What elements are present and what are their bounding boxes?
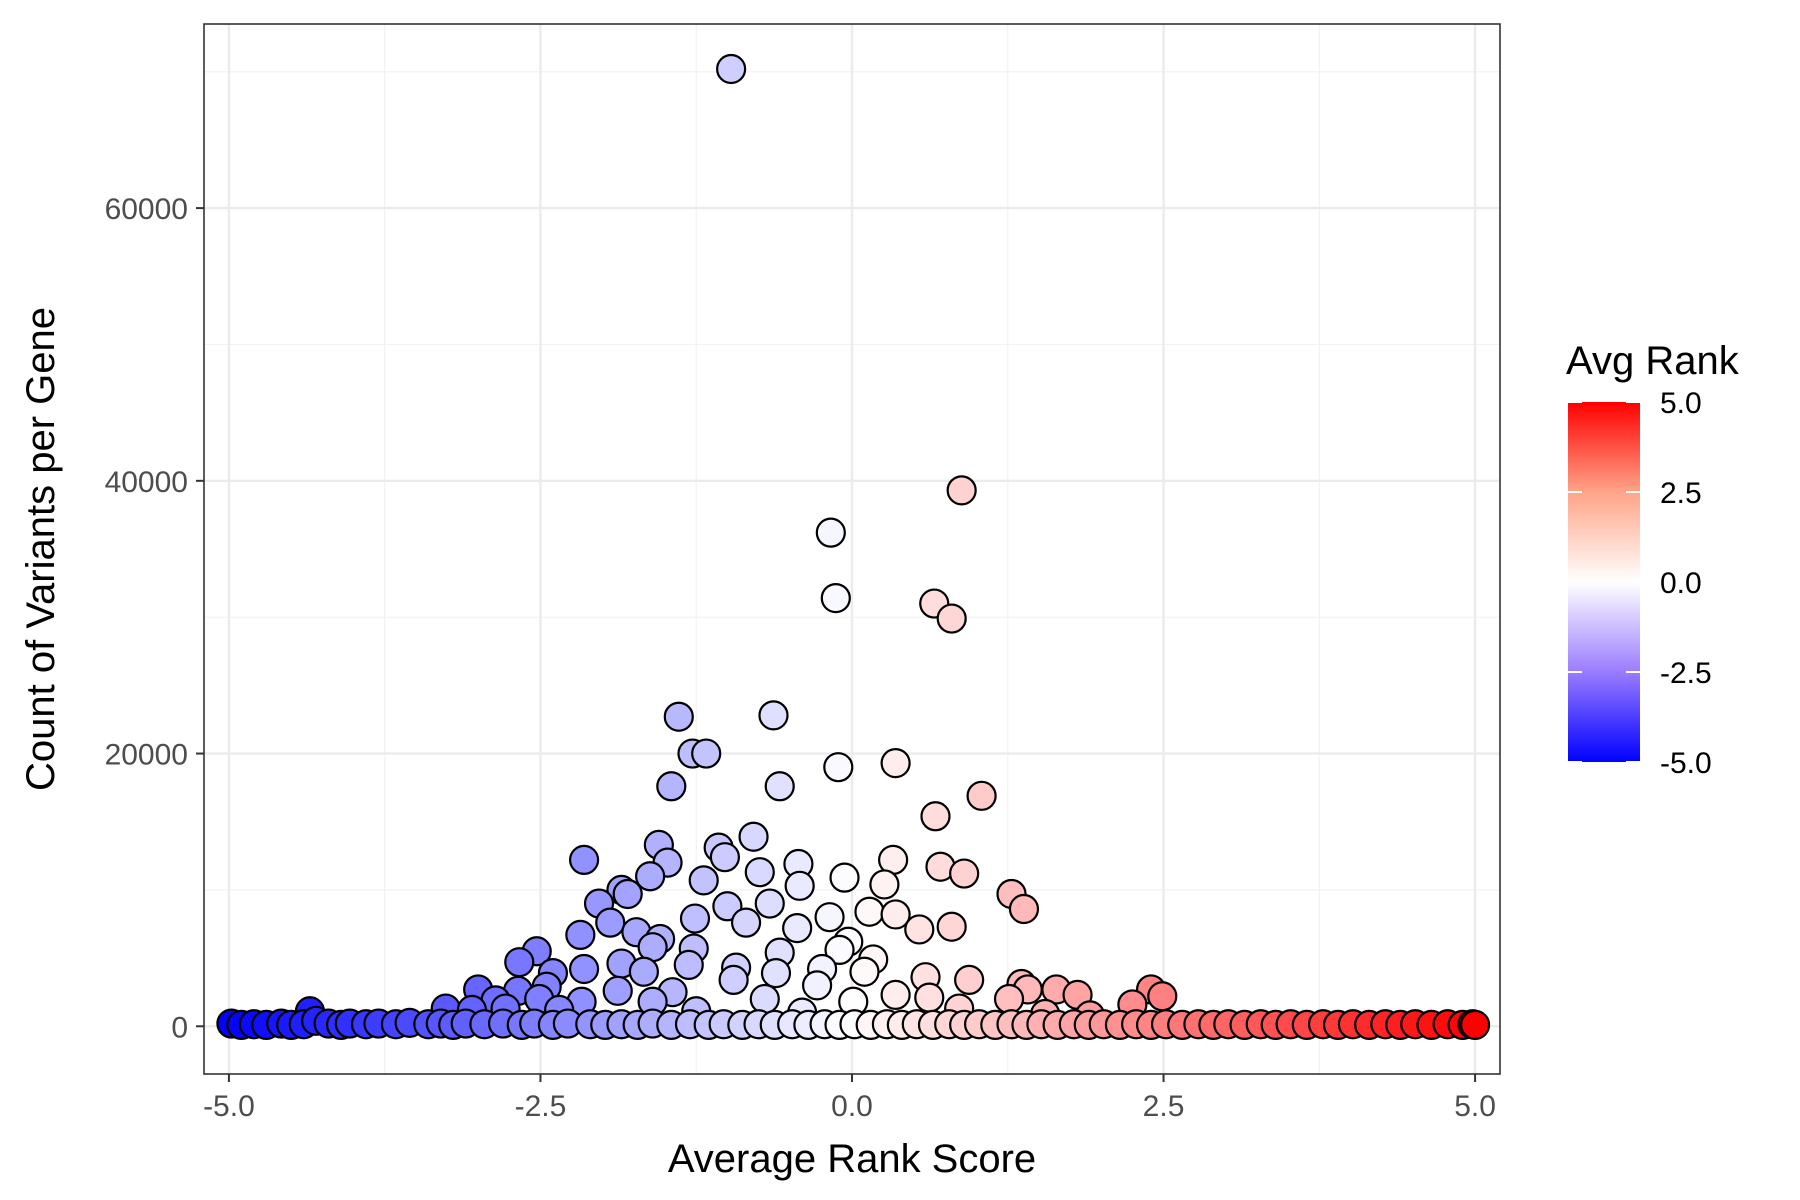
data-point: [656, 771, 687, 802]
data-point: [824, 934, 855, 966]
y-tick-label: 40000: [105, 466, 188, 499]
data-point: [1008, 893, 1040, 925]
x-tick-label: 5.0: [1454, 1090, 1496, 1123]
legend: Avg Rank 5.0 2.5 0.0 -2.5 -5.0: [1566, 339, 1740, 780]
data-point: [565, 919, 596, 951]
data-point: [568, 953, 600, 985]
data-point: [802, 970, 833, 1001]
legend-tick-label: 5.0: [1660, 387, 1702, 420]
data-point: [782, 912, 813, 944]
data-point: [673, 949, 704, 981]
data-point: [949, 858, 980, 889]
data-point: [749, 983, 780, 1015]
legend-tick-label: -5.0: [1660, 747, 1712, 780]
data-point: [993, 983, 1025, 1015]
data-point: [738, 821, 769, 852]
y-axis-ticks: 0 20000 40000 60000: [105, 193, 204, 1044]
data-point: [663, 701, 694, 732]
x-tick-label: 0.0: [831, 1090, 873, 1123]
data-point: [568, 844, 600, 876]
legend-tick-label: -2.5: [1660, 657, 1712, 690]
x-axis-title: Average Rank Score: [668, 1137, 1036, 1181]
legend-title: Avg Rank: [1566, 339, 1740, 383]
data-point: [904, 914, 935, 945]
data-point: [920, 801, 951, 832]
data-point: [612, 878, 643, 910]
y-tick-label: 0: [171, 1011, 188, 1044]
data-point: [914, 982, 945, 1013]
x-tick-label: 2.5: [1143, 1090, 1185, 1123]
data-point: [880, 747, 911, 779]
data-point: [688, 865, 719, 896]
data-point: [784, 870, 815, 901]
x-tick-label: -2.5: [515, 1090, 567, 1123]
data-point: [854, 896, 885, 927]
legend-tick-label: 2.5: [1660, 477, 1702, 510]
data-point: [602, 975, 633, 1006]
data-point: [744, 857, 775, 888]
data-point: [823, 752, 854, 783]
data-point: [691, 738, 722, 769]
data-point: [880, 899, 911, 930]
data-point: [764, 771, 795, 802]
data-point: [709, 842, 740, 873]
data-point: [820, 582, 851, 614]
data-point: [954, 964, 985, 996]
data-point: [946, 475, 977, 506]
data-point: [1147, 981, 1178, 1012]
data-point: [814, 902, 845, 933]
data-point: [758, 700, 789, 731]
data-point: [815, 517, 846, 548]
data-point: [760, 957, 792, 989]
x-tick-label: -5.0: [203, 1090, 255, 1123]
legend-tick-label: 0.0: [1660, 567, 1702, 600]
x-axis-ticks: -5.0 -2.5 0.0 2.5 5.0: [203, 1074, 1496, 1123]
data-point: [966, 780, 997, 811]
data-point: [730, 907, 762, 938]
data-point: [504, 947, 535, 978]
data-point: [936, 911, 967, 942]
data-point: [595, 907, 626, 938]
data-point: [628, 956, 659, 987]
data-point: [869, 869, 900, 900]
data-point: [880, 979, 911, 1011]
y-tick-label: 60000: [105, 193, 188, 226]
data-point: [936, 603, 967, 634]
data-point: [716, 53, 747, 85]
data-points: [216, 53, 1491, 1041]
data-point: [849, 956, 880, 987]
data-point: [754, 888, 785, 919]
legend-ticks: 5.0 2.5 0.0 -2.5 -5.0: [1568, 387, 1712, 780]
data-point: [1459, 1009, 1491, 1041]
y-axis-title: Count of Variants per Gene: [19, 307, 63, 791]
data-point: [718, 964, 749, 996]
data-point: [829, 862, 860, 893]
data-point: [679, 903, 711, 934]
data-point: [635, 861, 666, 892]
y-tick-label: 20000: [105, 739, 188, 772]
